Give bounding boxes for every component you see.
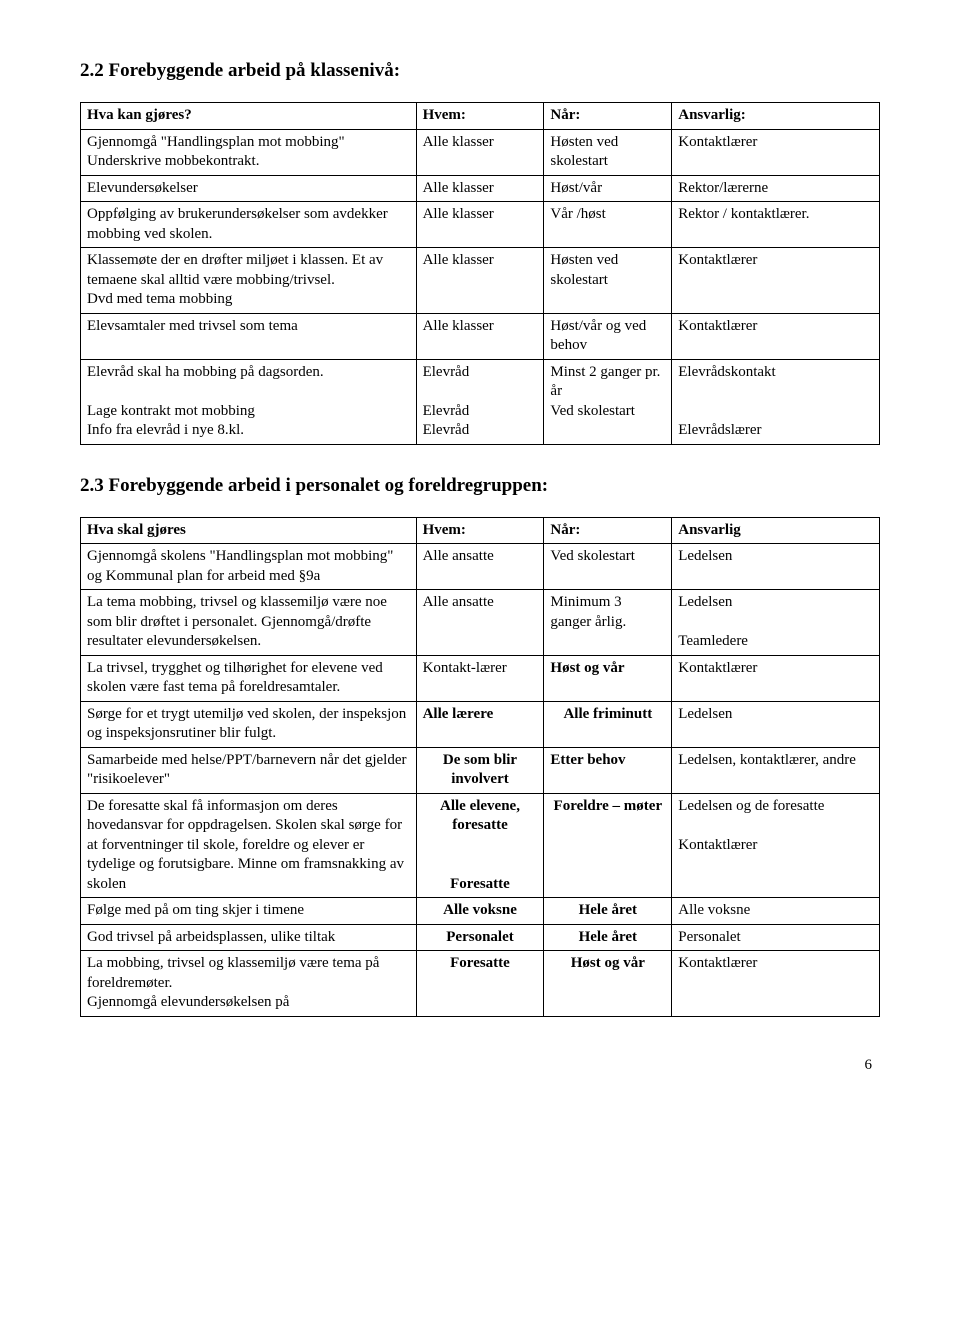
cell: Høst/vår og ved behov (544, 313, 672, 359)
cell: Ledelsen, kontaktlærer, andre (672, 747, 880, 793)
cell: Klassemøte der en drøfter miljøet i klas… (81, 248, 417, 314)
cell: De foresatte skal få informasjon om dere… (81, 793, 417, 898)
cell: Alle voksne (416, 898, 544, 925)
cell: Samarbeide med helse/PPT/barnevern når d… (81, 747, 417, 793)
table-row: Gjennomgå "Handlingsplan mot mobbing" Un… (81, 129, 880, 175)
cell: Alle ansatte (416, 544, 544, 590)
cell: Høst/vår (544, 175, 672, 202)
cell: Minst 2 ganger pr. årVed skolestart (544, 359, 672, 444)
cell: Alle voksne (672, 898, 880, 925)
table-staff-parents: Hva skal gjøres Hvem: Når: Ansvarlig Gje… (80, 517, 880, 1017)
cell: Kontaktlærer (672, 951, 880, 1017)
cell: Følge med på om ting skjer i timene (81, 898, 417, 925)
cell: La mobbing, trivsel og klassemiljø være … (81, 951, 417, 1017)
section-heading-1: 2.2 Forebyggende arbeid på klassenivå: (80, 60, 880, 82)
table-header-row: Hva skal gjøres Hvem: Når: Ansvarlig (81, 517, 880, 544)
col-header: Ansvarlig (672, 517, 880, 544)
cell: Alle klasser (416, 248, 544, 314)
cell: Kontaktlærer (672, 313, 880, 359)
table-row: Gjennomgå skolens "Handlingsplan mot mob… (81, 544, 880, 590)
cell: Ledelsen (672, 701, 880, 747)
cell: Alle klasser (416, 129, 544, 175)
cell: Alle ansatte (416, 590, 544, 656)
table-row: Samarbeide med helse/PPT/barnevern når d… (81, 747, 880, 793)
cell: Kontaktlærer (672, 655, 880, 701)
cell: Etter behov (544, 747, 672, 793)
cell: Foreldre – møter (544, 793, 672, 898)
col-header: Hvem: (416, 103, 544, 130)
cell: Alle klasser (416, 175, 544, 202)
cell: Alle elevene, foresatte Foresatte (416, 793, 544, 898)
col-header: Ansvarlig: (672, 103, 880, 130)
cell: Ledelsen (672, 544, 880, 590)
table-row: Oppfølging av brukerundersøkelser som av… (81, 202, 880, 248)
cell: Vår /høst (544, 202, 672, 248)
cell: Alle klasser (416, 313, 544, 359)
cell: Elevråd skal ha mobbing på dagsorden. La… (81, 359, 417, 444)
table-classroom: Hva kan gjøres? Hvem: Når: Ansvarlig: Gj… (80, 102, 880, 445)
table-header-row: Hva kan gjøres? Hvem: Når: Ansvarlig: (81, 103, 880, 130)
cell: Alle friminutt (544, 701, 672, 747)
table-row: Klassemøte der en drøfter miljøet i klas… (81, 248, 880, 314)
cell: Minimum 3 ganger årlig. (544, 590, 672, 656)
table-row: Sørge for et trygt utemiljø ved skolen, … (81, 701, 880, 747)
col-header: Når: (544, 103, 672, 130)
cell: Hele året (544, 924, 672, 951)
cell: Elevrådskontakt Elevrådslærer (672, 359, 880, 444)
table-row: God trivsel på arbeidsplassen, ulike til… (81, 924, 880, 951)
cell: Elevsamtaler med trivsel som tema (81, 313, 417, 359)
col-header: Hvem: (416, 517, 544, 544)
cell: Gjennomgå skolens "Handlingsplan mot mob… (81, 544, 417, 590)
col-header: Når: (544, 517, 672, 544)
cell: Rektor/lærerne (672, 175, 880, 202)
cell: God trivsel på arbeidsplassen, ulike til… (81, 924, 417, 951)
cell: Elevundersøkelser (81, 175, 417, 202)
cell: Ledelsen og de foresatte Kontaktlærer (672, 793, 880, 898)
cell: Alle klasser (416, 202, 544, 248)
page-number: 6 (80, 1057, 880, 1074)
cell: La tema mobbing, trivsel og klassemiljø … (81, 590, 417, 656)
table-row: De foresatte skal få informasjon om dere… (81, 793, 880, 898)
table-row: La trivsel, trygghet og tilhørighet for … (81, 655, 880, 701)
table-row: Elevundersøkelser Alle klasser Høst/vår … (81, 175, 880, 202)
cell: Ledelsen Teamledere (672, 590, 880, 656)
cell: De som blir involvert (416, 747, 544, 793)
table-row: Elevråd skal ha mobbing på dagsorden. La… (81, 359, 880, 444)
cell: Kontakt-lærer (416, 655, 544, 701)
col-header: Hva skal gjøres (81, 517, 417, 544)
cell: Kontaktlærer (672, 129, 880, 175)
cell: La trivsel, trygghet og tilhørighet for … (81, 655, 417, 701)
cell: Foresatte (416, 951, 544, 1017)
table-row: Elevsamtaler med trivsel som tema Alle k… (81, 313, 880, 359)
cell: Personalet (672, 924, 880, 951)
cell: Alle lærere (416, 701, 544, 747)
cell: Kontaktlærer (672, 248, 880, 314)
cell: Oppfølging av brukerundersøkelser som av… (81, 202, 417, 248)
cell: Ved skolestart (544, 544, 672, 590)
cell: Rektor / kontaktlærer. (672, 202, 880, 248)
cell: Gjennomgå "Handlingsplan mot mobbing" Un… (81, 129, 417, 175)
table-row: La tema mobbing, trivsel og klassemiljø … (81, 590, 880, 656)
col-header: Hva kan gjøres? (81, 103, 417, 130)
cell: Personalet (416, 924, 544, 951)
cell: Høsten ved skolestart (544, 129, 672, 175)
cell: Høst og vår (544, 655, 672, 701)
section-heading-2: 2.3 Forebyggende arbeid i personalet og … (80, 475, 880, 497)
cell: Hele året (544, 898, 672, 925)
cell: Sørge for et trygt utemiljø ved skolen, … (81, 701, 417, 747)
cell: Høst og vår (544, 951, 672, 1017)
cell: Elevråd ElevrådElevråd (416, 359, 544, 444)
cell: Høsten ved skolestart (544, 248, 672, 314)
table-row: Følge med på om ting skjer i timene Alle… (81, 898, 880, 925)
table-row: La mobbing, trivsel og klassemiljø være … (81, 951, 880, 1017)
